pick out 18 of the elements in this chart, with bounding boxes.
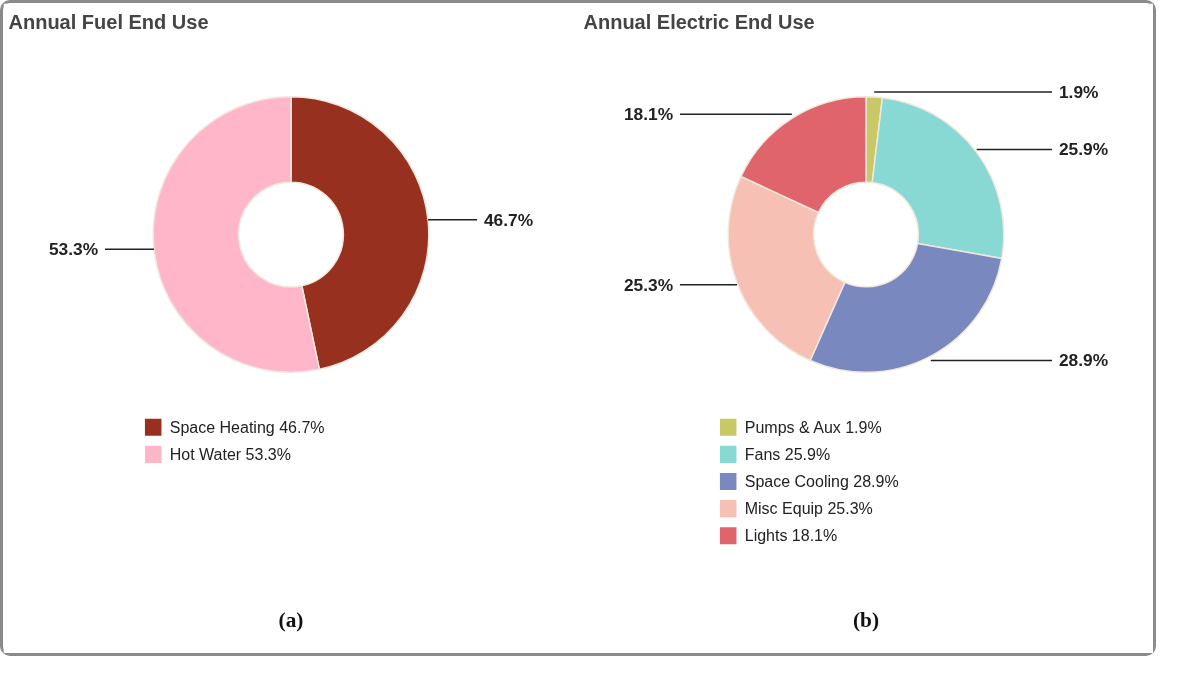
legend-label: Pumps & Aux 1.9% bbox=[744, 418, 882, 436]
legend-label: Lights 18.1% bbox=[744, 527, 838, 545]
data-label: 28.9% bbox=[1058, 350, 1109, 371]
data-label: 25.9% bbox=[1058, 139, 1109, 160]
legend-label: Hot Water 53.3% bbox=[169, 445, 291, 463]
data-label: 18.1% bbox=[623, 104, 674, 125]
text: (b) bbox=[852, 607, 880, 632]
legend-label: Misc Equip 25.3% bbox=[744, 500, 873, 518]
chart-title: Annual Fuel End Use bbox=[8, 10, 209, 33]
legend-label: Space Cooling 28.9% bbox=[744, 472, 899, 490]
legend-label: Space Heating 46.7% bbox=[169, 418, 325, 436]
chart-title: Annual Electric End Use bbox=[583, 10, 815, 33]
text: (a) bbox=[278, 607, 304, 632]
data-label: 46.7% bbox=[483, 209, 534, 230]
legend-label: Fans 25.9% bbox=[744, 445, 831, 463]
data-label: 1.9% bbox=[1058, 82, 1099, 102]
data-label: 25.3% bbox=[623, 274, 674, 295]
data-label: 53.3% bbox=[48, 239, 99, 260]
